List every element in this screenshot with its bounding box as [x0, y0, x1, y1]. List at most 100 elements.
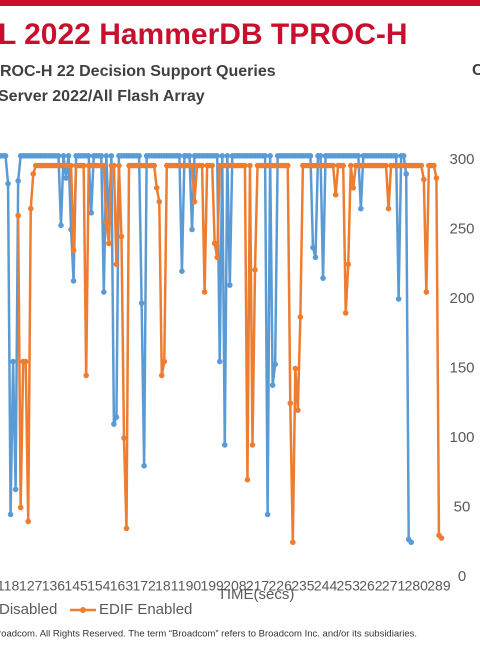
point — [433, 175, 440, 181]
point — [242, 162, 248, 169]
point — [317, 153, 324, 159]
point — [345, 261, 352, 268]
point — [403, 171, 409, 177]
point — [25, 518, 32, 525]
point — [219, 153, 226, 159]
y-tick-label: 250 — [449, 220, 474, 237]
point — [438, 535, 445, 541]
point — [27, 205, 34, 212]
point — [70, 278, 77, 284]
point — [227, 282, 233, 288]
point — [70, 247, 77, 254]
point — [320, 275, 326, 281]
legend-marker — [80, 607, 86, 613]
point — [15, 178, 21, 184]
point — [60, 153, 67, 159]
point — [85, 153, 92, 159]
point — [358, 205, 364, 212]
x-tick-label: 244 — [314, 578, 338, 594]
x-tick-label: 217 — [246, 578, 270, 594]
point — [199, 162, 205, 169]
point — [186, 153, 193, 159]
point — [395, 296, 402, 302]
point — [267, 153, 273, 159]
point — [400, 153, 407, 159]
point — [141, 463, 147, 469]
point — [393, 153, 399, 159]
y-tick-label: 150 — [449, 359, 474, 376]
point — [65, 153, 72, 159]
point — [103, 219, 110, 226]
point — [216, 358, 223, 365]
corner-text: C — [472, 62, 480, 79]
point — [418, 162, 425, 169]
point — [269, 382, 276, 388]
point — [2, 153, 9, 159]
point — [10, 358, 16, 365]
point — [221, 442, 228, 448]
point — [423, 289, 430, 295]
point — [421, 176, 427, 183]
point — [111, 421, 117, 427]
point — [101, 289, 107, 295]
y-tick-label: 0 — [458, 568, 466, 585]
point — [340, 162, 346, 169]
point — [88, 210, 95, 216]
point — [312, 254, 319, 261]
point — [138, 300, 145, 306]
point — [179, 268, 185, 275]
point — [350, 185, 357, 191]
point — [103, 153, 110, 159]
point — [189, 226, 195, 233]
point — [247, 162, 253, 169]
point — [98, 153, 105, 159]
x-tick-label: 280 — [405, 578, 429, 594]
point — [214, 153, 221, 159]
point — [106, 240, 112, 247]
point — [108, 153, 115, 159]
point — [101, 162, 107, 169]
point — [191, 198, 198, 205]
y-tick-label: 50 — [454, 498, 471, 515]
point — [244, 476, 251, 483]
x-tick-label: 118 — [0, 578, 19, 594]
chart-subtitle: Server 2022/All Flash Array — [0, 88, 205, 105]
point — [307, 153, 314, 159]
x-tick-label: 289 — [427, 578, 451, 594]
point — [113, 414, 120, 420]
slide-title: L 2022 HammerDB TPROC-H — [0, 18, 408, 51]
point — [211, 240, 218, 247]
point — [385, 205, 392, 212]
point — [295, 407, 301, 414]
point — [123, 525, 130, 532]
point — [153, 185, 160, 191]
top-bar — [0, 0, 480, 6]
point — [22, 358, 29, 365]
point — [262, 153, 268, 159]
point — [83, 372, 89, 379]
footer: roadcom. All Rights Reserved. The term “… — [0, 629, 417, 640]
point — [355, 153, 362, 159]
point — [151, 162, 158, 169]
y-tick-label: 100 — [449, 429, 474, 446]
point — [272, 361, 278, 368]
x-tick-label: 226 — [269, 578, 293, 594]
point — [111, 162, 117, 169]
point — [17, 504, 24, 511]
point — [121, 435, 127, 441]
point — [136, 153, 142, 159]
legend-label: Disabled — [0, 601, 57, 618]
legend-label: EDIF Enabled — [99, 601, 192, 618]
point — [310, 244, 316, 251]
point — [284, 162, 291, 169]
x-tick-label: 145 — [64, 578, 88, 594]
point — [30, 171, 37, 177]
x-tick-label: 181 — [155, 578, 179, 594]
point — [431, 162, 437, 169]
point — [189, 162, 195, 169]
point — [292, 365, 299, 372]
point — [383, 162, 389, 169]
point — [58, 222, 64, 229]
y-tick-label: 300 — [449, 151, 474, 168]
